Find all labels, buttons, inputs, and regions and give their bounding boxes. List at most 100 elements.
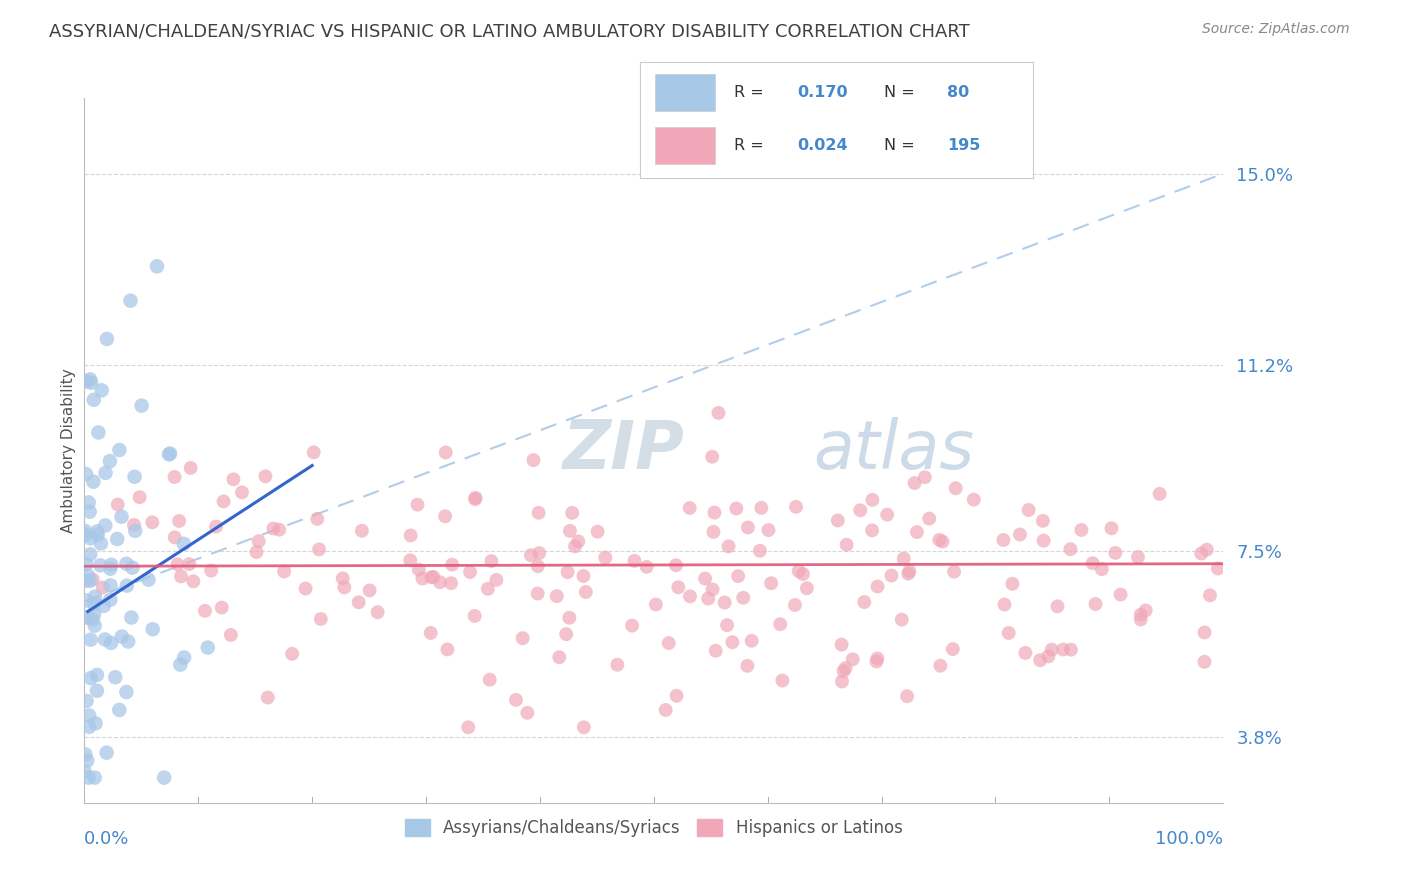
- Point: [231, 485, 253, 500]
- Point: [741, 633, 763, 648]
- Point: [163, 470, 186, 484]
- Point: [1059, 542, 1081, 557]
- Point: [464, 491, 486, 505]
- Point: [408, 563, 430, 577]
- Point: [666, 580, 689, 594]
- Point: [219, 628, 242, 642]
- Point: [834, 661, 856, 675]
- Point: [75, 557, 97, 571]
- Point: [245, 545, 267, 559]
- Point: [96, 746, 118, 760]
- Point: [80, 376, 103, 390]
- Point: [100, 578, 122, 592]
- Point: [783, 598, 806, 612]
- Y-axis label: Ambulatory Disability: Ambulatory Disability: [60, 368, 76, 533]
- Point: [1060, 642, 1083, 657]
- Text: 0.170: 0.170: [797, 85, 848, 100]
- Point: [557, 565, 579, 579]
- Point: [124, 469, 146, 483]
- Point: [79, 532, 101, 546]
- Point: [108, 443, 131, 458]
- Point: [212, 494, 235, 508]
- Point: [1091, 562, 1114, 576]
- FancyBboxPatch shape: [655, 128, 714, 164]
- Text: N =: N =: [884, 85, 920, 100]
- Point: [853, 595, 876, 609]
- Point: [367, 605, 389, 619]
- Point: [94, 632, 117, 647]
- Point: [173, 537, 195, 551]
- Point: [942, 642, 965, 657]
- Point: [128, 490, 150, 504]
- Point: [758, 523, 780, 537]
- Point: [1129, 613, 1152, 627]
- Point: [169, 657, 191, 672]
- Point: [138, 573, 160, 587]
- Point: [679, 500, 702, 515]
- Point: [350, 524, 373, 538]
- Point: [1135, 603, 1157, 617]
- Point: [841, 652, 863, 666]
- Point: [702, 524, 724, 539]
- Point: [1040, 642, 1063, 657]
- Point: [835, 538, 858, 552]
- Point: [77, 720, 100, 734]
- Point: [1052, 642, 1074, 657]
- Point: [654, 703, 676, 717]
- Point: [163, 530, 186, 544]
- Point: [77, 568, 100, 582]
- Point: [429, 575, 451, 590]
- Point: [1018, 503, 1040, 517]
- Point: [558, 611, 581, 625]
- Point: [527, 546, 550, 560]
- Point: [159, 446, 181, 460]
- Point: [1104, 546, 1126, 560]
- Point: [860, 524, 883, 538]
- Point: [183, 574, 205, 589]
- Point: [827, 514, 849, 528]
- Point: [83, 607, 105, 621]
- Point: [702, 450, 724, 464]
- Point: [1046, 599, 1069, 614]
- Point: [419, 626, 441, 640]
- Point: [86, 668, 108, 682]
- Point: [1129, 607, 1152, 622]
- Point: [124, 524, 146, 538]
- Point: [359, 583, 381, 598]
- Point: [83, 618, 105, 632]
- Point: [107, 498, 129, 512]
- Point: [898, 565, 921, 579]
- Point: [485, 573, 508, 587]
- Point: [83, 597, 105, 611]
- Point: [105, 532, 128, 546]
- Point: [166, 558, 188, 572]
- Point: [665, 558, 688, 573]
- Text: 0.024: 0.024: [797, 138, 848, 153]
- Legend: Assyrians/Chaldeans/Syriacs, Hispanics or Latinos: Assyrians/Chaldeans/Syriacs, Hispanics o…: [398, 813, 910, 844]
- Point: [897, 566, 920, 581]
- Point: [75, 747, 97, 762]
- Point: [1084, 597, 1107, 611]
- Point: [716, 618, 738, 632]
- Point: [561, 506, 583, 520]
- Point: [180, 461, 202, 475]
- Point: [770, 673, 793, 688]
- Point: [555, 627, 578, 641]
- Point: [262, 521, 284, 535]
- Point: [332, 571, 354, 585]
- Point: [131, 399, 153, 413]
- Point: [479, 554, 502, 568]
- Point: [120, 293, 142, 308]
- Point: [896, 690, 918, 704]
- Point: [96, 332, 118, 346]
- Point: [441, 558, 464, 572]
- Point: [411, 572, 433, 586]
- Point: [76, 610, 98, 624]
- Point: [76, 374, 98, 388]
- Point: [904, 476, 927, 491]
- Point: [849, 503, 872, 517]
- Point: [115, 685, 138, 699]
- Point: [785, 500, 807, 514]
- Point: [254, 469, 277, 483]
- Point: [79, 574, 101, 588]
